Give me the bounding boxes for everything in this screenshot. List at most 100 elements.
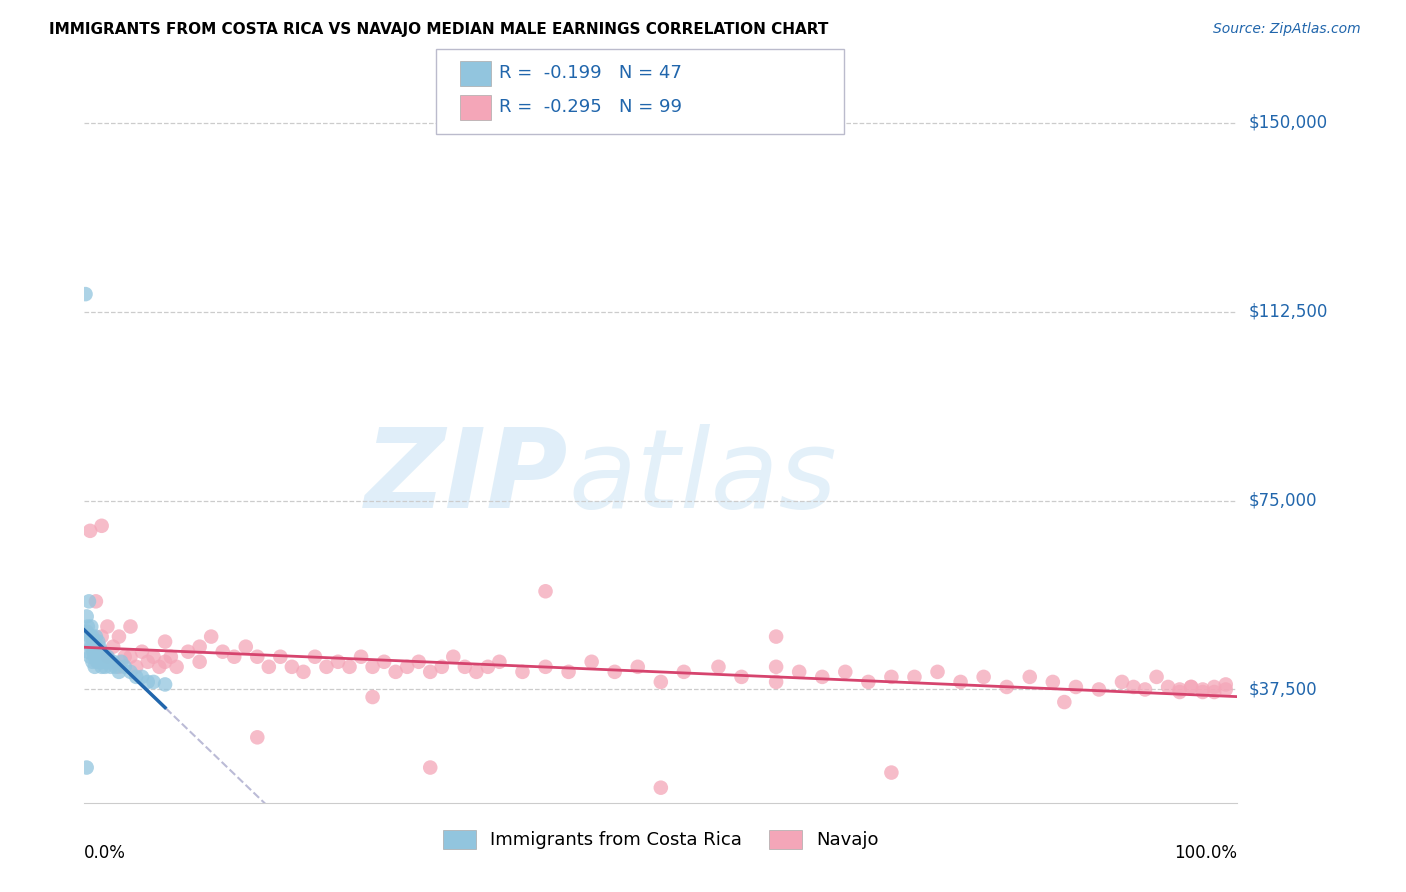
Point [76, 760, 98, 774]
Point [142, 674, 165, 689]
Point [1215, 677, 1237, 691]
Point [765, 674, 787, 689]
Point [103, 655, 124, 669]
Point [211, 645, 233, 659]
Point [97, 655, 120, 669]
Point [603, 665, 626, 679]
Point [1157, 680, 1180, 694]
Point [200, 630, 222, 644]
Point [136, 674, 159, 689]
Point [246, 731, 269, 745]
Point [292, 665, 315, 679]
Point [257, 660, 280, 674]
Point [120, 619, 142, 633]
Point [903, 670, 925, 684]
Point [315, 660, 337, 674]
Point [361, 690, 384, 704]
Text: R =  -0.199   N = 47: R = -0.199 N = 47 [499, 64, 682, 82]
Point [246, 649, 269, 664]
Text: Source: ZipAtlas.com: Source: ZipAtlas.com [1213, 22, 1361, 37]
Text: 100.0%: 100.0% [1174, 844, 1237, 862]
Point [1180, 680, 1202, 694]
Legend: Immigrants from Costa Rica, Navajo: Immigrants from Costa Rica, Navajo [436, 823, 886, 856]
Point [90, 655, 112, 669]
Point [408, 655, 430, 669]
Point [1122, 680, 1144, 694]
Point [103, 640, 124, 654]
Point [100, 660, 122, 674]
Point [90, 630, 112, 644]
Point [177, 645, 200, 659]
Point [650, 780, 672, 795]
Point [148, 660, 170, 674]
Point [114, 660, 136, 674]
Point [350, 649, 373, 664]
Point [1133, 682, 1156, 697]
Point [1168, 682, 1191, 697]
Point [79, 524, 101, 538]
Point [77, 594, 100, 608]
Text: ZIP: ZIP [366, 424, 568, 531]
Point [858, 674, 880, 689]
Point [650, 674, 672, 689]
Point [1064, 680, 1087, 694]
Point [90, 645, 112, 659]
Point [76, 624, 98, 639]
Point [84, 640, 107, 654]
Point [87, 634, 110, 648]
Point [76, 609, 98, 624]
Point [488, 655, 510, 669]
Point [75, 287, 97, 301]
Point [811, 670, 834, 684]
Text: $112,500: $112,500 [1249, 302, 1327, 321]
Point [880, 765, 903, 780]
Point [534, 660, 557, 674]
Text: $37,500: $37,500 [1249, 681, 1317, 698]
Point [949, 674, 972, 689]
Point [79, 630, 101, 644]
Point [160, 649, 183, 664]
Point [77, 634, 100, 648]
Point [83, 645, 105, 659]
Point [973, 670, 995, 684]
Point [108, 630, 131, 644]
Text: $75,000: $75,000 [1249, 491, 1317, 509]
Point [1018, 670, 1040, 684]
Point [153, 677, 176, 691]
Point [880, 670, 903, 684]
Point [125, 670, 148, 684]
Point [80, 640, 103, 654]
Point [188, 655, 211, 669]
Point [1088, 682, 1111, 697]
Point [441, 649, 464, 664]
Point [131, 670, 153, 684]
Point [534, 584, 557, 599]
Point [627, 660, 650, 674]
Point [730, 670, 752, 684]
Point [1191, 682, 1213, 697]
Point [512, 665, 534, 679]
Point [90, 660, 112, 674]
Point [110, 655, 132, 669]
Point [96, 619, 118, 633]
Point [114, 649, 136, 664]
Point [707, 660, 730, 674]
Point [1146, 670, 1168, 684]
Point [1215, 682, 1237, 697]
Point [384, 665, 406, 679]
Point [1042, 674, 1064, 689]
Text: atlas: atlas [568, 424, 837, 531]
Point [765, 660, 787, 674]
Point [96, 649, 118, 664]
Point [672, 665, 695, 679]
Point [82, 630, 104, 644]
Point [79, 649, 101, 664]
Point [581, 655, 603, 669]
Point [281, 660, 304, 674]
Point [131, 645, 153, 659]
Point [76, 619, 98, 633]
Point [373, 655, 395, 669]
Point [153, 634, 176, 648]
Point [995, 680, 1018, 694]
Point [419, 665, 441, 679]
